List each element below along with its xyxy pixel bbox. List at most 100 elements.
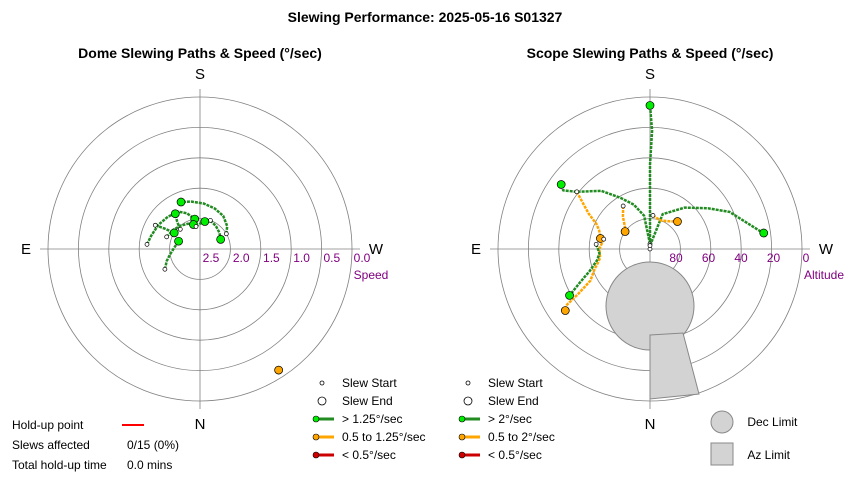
radial-tick-label: 2.0: [233, 251, 250, 265]
slow-line-marker: [312, 448, 342, 462]
total-holdup-label: Total hold-up time: [12, 458, 107, 472]
legend-label: Slew Start: [342, 376, 397, 390]
fast-line-marker: [312, 412, 342, 426]
dec-limit-swatch: [710, 410, 734, 434]
medium-line-marker: [312, 430, 342, 444]
legend-item-slew-start: Slew Start: [458, 374, 555, 392]
scope-slew-paths: [556, 101, 769, 315]
slews-affected-row: Slews affected 0/15 (0%): [12, 435, 179, 455]
total-holdup-value: 0.0 mins: [127, 458, 173, 472]
dome-chart-title: Dome Slewing Paths & Speed (°/sec): [78, 45, 322, 61]
slew-start-point: [162, 266, 168, 272]
legend-label: 0.5 to 1.25°/sec: [342, 430, 426, 444]
radial-tick-label: 80: [669, 251, 683, 265]
slew-end-point: [673, 217, 682, 226]
direction-label-right: W: [819, 241, 834, 258]
legend-item-slew-start: Slew Start: [312, 374, 426, 392]
legend-label: Slew End: [488, 394, 539, 408]
scope-limit-regions: [605, 261, 700, 400]
scope-legend: Slew Start Slew End > 2°/sec 0.5 to 2°/s…: [458, 374, 555, 464]
radial-tick-label: 0: [803, 251, 810, 265]
legend-label: < 0.5°/sec: [488, 448, 542, 462]
slew-start-point: [601, 236, 607, 242]
az-limit-label: Az Limit: [747, 448, 791, 462]
slew-end-point: [200, 217, 210, 226]
dome-polar-grid: [40, 89, 360, 409]
holdup-line-swatch: [122, 424, 144, 426]
slew-end-point: [174, 236, 183, 246]
slew-path-line: [180, 200, 229, 234]
slew-end-marker: [458, 394, 488, 408]
legend-item-medium: 0.5 to 1.25°/sec: [312, 428, 426, 446]
slew-start-point: [593, 241, 599, 247]
dec-limit-label: Dec Limit: [747, 415, 798, 429]
slew-start-point: [177, 226, 183, 232]
radial-axis-label: Altitude: [804, 268, 844, 282]
slew-start-point: [193, 224, 199, 229]
radial-tick-label: 20: [767, 251, 781, 265]
radial-tick-label: 2.5: [203, 251, 220, 265]
main-title: Slewing Performance: 2025-05-16 S01327: [287, 9, 563, 25]
radial-tick-label: 0.5: [323, 251, 340, 265]
slews-affected-value: 0/15 (0%): [127, 438, 180, 452]
holdup-point-label: Hold-up point: [12, 418, 84, 432]
legend-item-fast: > 1.25°/sec: [312, 410, 426, 428]
dome-slew-paths: [144, 197, 283, 375]
fast-line-marker: [458, 412, 488, 426]
direction-label-right: W: [369, 241, 384, 258]
radial-tick-label: 60: [702, 251, 716, 265]
legend-item-slew-end: Slew End: [458, 392, 555, 410]
slews-affected-label: Slews affected: [12, 438, 90, 452]
slew-path-line: [621, 205, 627, 232]
scope-chart-title: Scope Slewing Paths & Speed (°/sec): [526, 45, 774, 61]
slew-start-point: [620, 203, 626, 209]
slew-path-line: [648, 206, 765, 247]
direction-label-top: S: [195, 66, 205, 83]
slew-end-marker: [312, 394, 342, 408]
holdup-info: Hold-up point Slews affected 0/15 (0%) T…: [12, 415, 179, 475]
legend-label: 0.5 to 2°/sec: [488, 430, 555, 444]
slew-end-point: [565, 291, 574, 300]
radial-axis-label: Speed: [354, 268, 389, 282]
legend-label: Slew End: [342, 394, 393, 408]
slew-start-point: [152, 222, 158, 228]
direction-label-top: S: [645, 66, 655, 83]
slew-end-point: [620, 227, 630, 236]
slew-start-point: [574, 189, 580, 195]
slew-end-point: [556, 180, 566, 189]
legend-label: > 1.25°/sec: [342, 412, 403, 426]
direction-label-bottom: N: [645, 416, 656, 433]
slew-start-point: [144, 242, 150, 247]
radial-tick-label: 1.0: [293, 251, 310, 265]
slew-start-point: [164, 234, 170, 240]
slew-start-point: [223, 231, 229, 237]
direction-label-left: E: [471, 241, 481, 258]
direction-label-left: E: [21, 241, 31, 258]
legend-item-slow: < 0.5°/sec: [312, 446, 426, 464]
az-limit-region: [649, 332, 700, 400]
slew-end-point: [274, 365, 283, 375]
slew-end-point: [560, 306, 570, 315]
legend-item-slow: < 0.5°/sec: [458, 446, 555, 464]
slew-start-marker: [458, 376, 488, 390]
slew-path-line: [568, 243, 601, 297]
slew-path-line: [648, 105, 654, 249]
legend-label: < 0.5°/sec: [342, 448, 396, 462]
total-holdup-row: Total hold-up time 0.0 mins: [12, 455, 179, 475]
radial-tick-label: 1.5: [263, 251, 280, 265]
az-limit-legend: Az Limit: [708, 441, 790, 469]
radial-tick-label: 40: [734, 251, 748, 265]
dec-limit-legend: Dec Limit: [708, 408, 797, 436]
slew-path-line: [145, 210, 196, 245]
holdup-point-row: Hold-up point: [12, 415, 179, 435]
slew-path-line: [163, 240, 180, 270]
radial-tick-label: 0.0: [354, 251, 371, 265]
slew-path-line: [560, 184, 652, 245]
dome-axis-labels: S N E W 2.5 2.0 1.5 1.0 0.5 0.0 Speed: [21, 66, 388, 433]
slew-end-point: [170, 209, 180, 219]
legend-label: > 2°/sec: [488, 412, 532, 426]
slow-line-marker: [458, 448, 488, 462]
az-limit-swatch: [710, 442, 734, 466]
legend-item-fast: > 2°/sec: [458, 410, 555, 428]
